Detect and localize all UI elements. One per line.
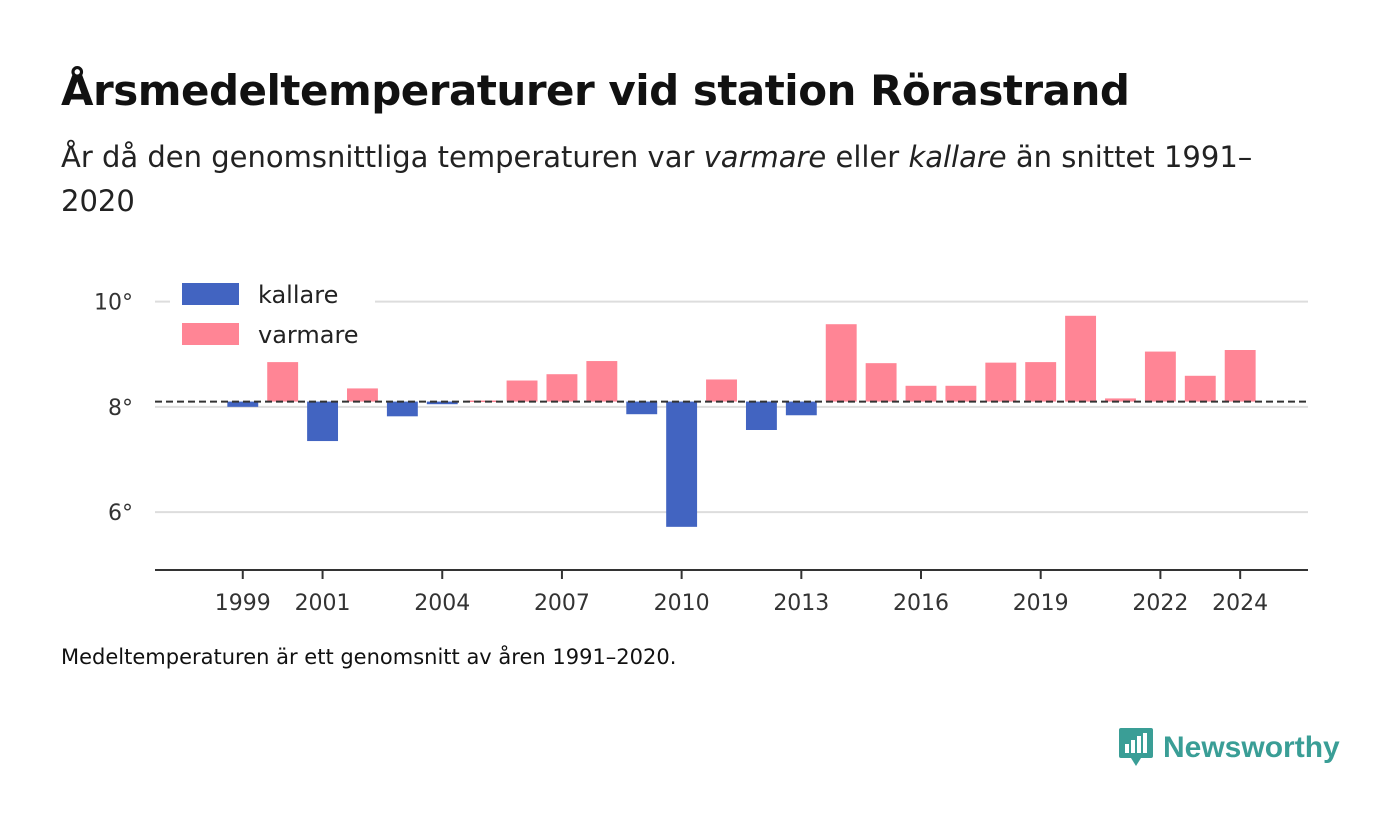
bar-2018 (985, 362, 1017, 402)
brand-logo: Newsworthy (1117, 726, 1340, 770)
x-tick-label: 2019 (1013, 591, 1069, 616)
bar-2012 (745, 401, 777, 430)
x-tick-label: 2010 (654, 591, 710, 616)
bar-2016 (905, 385, 937, 402)
legend-swatch-kallare (182, 283, 239, 305)
bar-2024 (1224, 350, 1256, 402)
chart-title: Årsmedeltemperaturer vid station Rörastr… (61, 66, 1130, 115)
bar-2020 (1065, 315, 1097, 402)
legend-label-kallare: kallare (258, 281, 338, 309)
legend-label-varmare: varmare (258, 321, 359, 349)
bar-2009 (626, 401, 658, 415)
newsworthy-logo-icon (1119, 728, 1153, 766)
bar-2022 (1144, 351, 1176, 402)
bar-2015 (865, 363, 897, 402)
legend-swatch-varmare (182, 323, 239, 345)
y-tick-label: 8° (108, 396, 133, 421)
bar-2019 (1025, 362, 1057, 402)
bar-2014 (825, 324, 857, 402)
bar-2002 (347, 388, 378, 402)
bar-2011 (706, 379, 737, 402)
bar-2005 (466, 400, 498, 403)
bar-2017 (945, 385, 977, 402)
bar-2013 (785, 401, 817, 416)
bar-2008 (586, 361, 618, 402)
y-tick-label: 6° (108, 501, 133, 526)
x-tick-label: 2013 (773, 591, 829, 616)
x-tick-label: 2007 (534, 591, 590, 616)
subtitle-warm-word: varmare (703, 140, 827, 174)
bar-2023 (1184, 375, 1216, 402)
x-tick-label: 2022 (1132, 591, 1188, 616)
x-tick-label: 1999 (215, 591, 271, 616)
bar-2004 (426, 401, 458, 405)
bar-2021 (1105, 398, 1136, 402)
bar-2001 (307, 401, 339, 442)
bar-chart: 6° 8° 10° 1999 2001 2004 2007 2010 2013 2016 2019 2… (94, 281, 1308, 616)
x-tick-label: 2016 (893, 591, 949, 616)
bar-2007 (546, 374, 578, 402)
x-tick-label: 2024 (1212, 591, 1268, 616)
subtitle-cold-word: kallare (908, 140, 1007, 174)
x-tick-label: 2004 (414, 591, 470, 616)
bar-2006 (506, 380, 538, 402)
footnote: Medeltemperaturen är ett genomsnitt av å… (61, 645, 677, 669)
brand-name: Newsworthy (1163, 731, 1340, 764)
y-tick-label: 10° (94, 291, 133, 316)
x-tick-label: 2001 (295, 591, 351, 616)
bar-2003 (386, 401, 418, 417)
bar-2000 (267, 362, 299, 402)
chart-subtitle: År då den genomsnittliga temperaturen va… (61, 140, 1253, 218)
bar-2010 (666, 401, 698, 527)
bar-1999 (227, 401, 259, 407)
